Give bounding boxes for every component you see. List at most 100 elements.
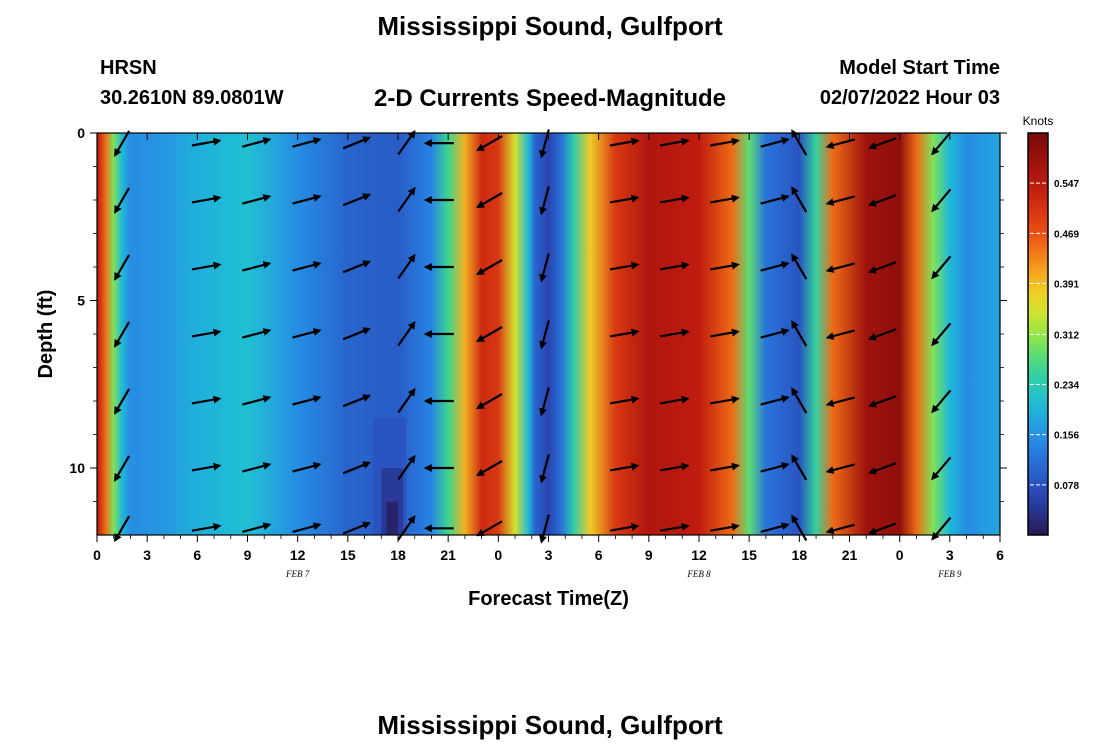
current-vector <box>476 460 503 476</box>
current-vector <box>867 261 897 274</box>
colorbar-tick-label: 0.312 <box>1054 330 1079 341</box>
current-vector <box>710 462 740 472</box>
current-vector <box>867 522 897 535</box>
x-tick-label: 3 <box>946 547 954 563</box>
current-vector <box>867 462 897 475</box>
date-label: FEB 8 <box>686 569 711 579</box>
current-vector <box>825 138 855 150</box>
x-tick-label: 18 <box>792 547 808 563</box>
current-vector <box>710 194 740 204</box>
current-vector <box>114 130 131 157</box>
colorbar-tick-label: 0.078 <box>1054 481 1079 492</box>
date-label: FEB 7 <box>285 569 310 579</box>
current-vector <box>191 261 222 271</box>
current-vector <box>191 522 222 532</box>
current-vector <box>292 522 322 533</box>
current-vector <box>292 261 322 272</box>
current-vector <box>867 395 897 408</box>
current-vector <box>791 454 808 481</box>
current-vector <box>931 456 952 481</box>
y-tick-label: 5 <box>77 293 85 309</box>
x-axis-title: Forecast Time(Z) <box>468 588 629 610</box>
current-vector <box>609 194 640 204</box>
current-vector <box>710 261 740 271</box>
y-tick-label: 0 <box>77 125 85 141</box>
x-tick-label: 6 <box>193 547 201 563</box>
current-vector <box>397 454 416 481</box>
current-vector <box>539 454 550 484</box>
current-vector <box>191 462 222 472</box>
current-vector <box>342 461 372 475</box>
main-title: Mississippi Sound, Gulfport <box>377 11 723 41</box>
model-start-value: 02/07/2022 Hour 03 <box>819 87 1000 109</box>
current-vector <box>659 328 690 338</box>
current-vector <box>242 395 272 406</box>
current-vector <box>760 137 790 148</box>
x-tick-label: 15 <box>340 547 356 563</box>
current-vector <box>242 522 272 533</box>
current-vector <box>539 320 550 350</box>
station-name: HRSN <box>100 57 157 79</box>
current-vector <box>609 462 640 472</box>
current-vector <box>609 261 640 271</box>
current-vector <box>114 388 131 415</box>
current-vector <box>609 137 640 147</box>
current-vector <box>710 137 740 147</box>
current-vector <box>539 253 550 283</box>
x-tick-label: 9 <box>645 547 653 563</box>
current-vector <box>931 188 952 213</box>
current-vector <box>114 254 131 281</box>
current-vector <box>760 395 790 406</box>
current-vector <box>760 261 790 272</box>
current-vector <box>242 137 272 148</box>
current-vector <box>659 194 690 204</box>
colorbar-unit: Knots <box>1023 114 1054 128</box>
current-vector <box>609 395 640 405</box>
current-vector <box>191 395 222 405</box>
current-vector <box>825 396 855 407</box>
current-vector <box>710 522 740 532</box>
current-vector <box>397 253 416 280</box>
current-vector <box>791 514 808 541</box>
current-vector <box>791 186 808 213</box>
current-vector <box>867 137 897 150</box>
current-vector <box>397 186 416 213</box>
current-vector <box>114 187 131 214</box>
current-vector <box>931 255 952 280</box>
current-vector <box>791 320 808 347</box>
current-vector <box>342 327 372 341</box>
station-coordinates: 30.2610N 89.0801W <box>100 87 284 109</box>
current-vector <box>342 394 372 408</box>
current-vector <box>539 186 550 216</box>
current-vector <box>191 328 222 338</box>
current-vector <box>242 194 272 205</box>
current-vector <box>476 520 503 537</box>
current-vector <box>191 137 222 147</box>
current-vector <box>476 393 503 409</box>
current-vector <box>659 522 690 532</box>
current-vector <box>476 259 503 275</box>
x-tick-label: 3 <box>143 547 151 563</box>
x-tick-label: 12 <box>691 547 707 563</box>
current-vector <box>539 514 550 544</box>
current-vector <box>539 387 550 417</box>
x-tick-label: 15 <box>741 547 757 563</box>
current-vector <box>342 260 372 274</box>
current-vector <box>242 462 272 473</box>
current-vector <box>659 395 690 405</box>
current-vector <box>760 462 790 473</box>
current-vector <box>114 515 131 543</box>
current-vector <box>539 129 550 159</box>
current-vector <box>292 137 322 148</box>
current-vector <box>242 328 272 339</box>
x-tick-label: 12 <box>290 547 306 563</box>
current-vector <box>292 462 322 473</box>
x-tick-label: 6 <box>595 547 603 563</box>
current-vector <box>476 326 503 342</box>
current-vector <box>292 395 322 406</box>
current-vector <box>397 387 416 414</box>
current-vector <box>659 261 690 271</box>
current-vector <box>397 129 416 156</box>
current-vector <box>791 129 808 156</box>
